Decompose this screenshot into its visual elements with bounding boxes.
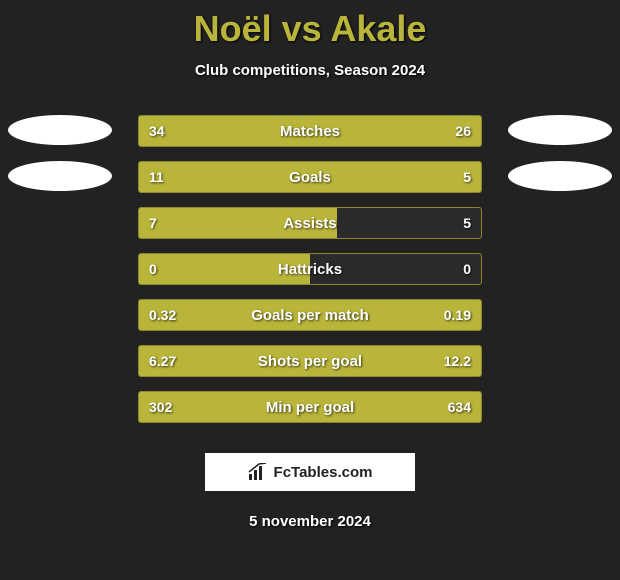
stats-area: 34Matches2611Goals57Assists50Hattricks00… — [0, 115, 620, 423]
stat-label: Shots per goal — [139, 346, 481, 376]
stat-label: Goals per match — [139, 300, 481, 330]
stat-row: 7Assists5 — [138, 207, 482, 239]
player-left-avatars — [8, 115, 112, 191]
watermark: FcTables.com — [205, 453, 415, 491]
stat-row: 0Hattricks0 — [138, 253, 482, 285]
stat-value-right: 26 — [455, 116, 471, 146]
stat-row: 11Goals5 — [138, 161, 482, 193]
comparison-bars: 34Matches2611Goals57Assists50Hattricks00… — [138, 115, 482, 423]
player-avatar-placeholder — [508, 115, 612, 145]
stat-row: 0.32Goals per match0.19 — [138, 299, 482, 331]
stat-value-right: 12.2 — [444, 346, 471, 376]
page-title: Noël vs Akale — [0, 0, 620, 50]
stat-row: 302Min per goal634 — [138, 391, 482, 423]
stat-label: Hattricks — [139, 254, 481, 284]
date-text: 5 november 2024 — [0, 513, 620, 530]
chart-icon — [248, 463, 268, 481]
watermark-text: FcTables.com — [274, 464, 373, 481]
player-avatar-placeholder — [508, 161, 612, 191]
subtitle: Club competitions, Season 2024 — [0, 62, 620, 79]
player-right-avatars — [508, 115, 612, 191]
stat-value-right: 5 — [463, 162, 471, 192]
player-avatar-placeholder — [8, 115, 112, 145]
stat-label: Matches — [139, 116, 481, 146]
stat-value-right: 634 — [448, 392, 471, 422]
player-avatar-placeholder — [8, 161, 112, 191]
stat-label: Assists — [139, 208, 481, 238]
stat-row: 34Matches26 — [138, 115, 482, 147]
stat-label: Goals — [139, 162, 481, 192]
stat-value-right: 5 — [463, 208, 471, 238]
stat-label: Min per goal — [139, 392, 481, 422]
stat-row: 6.27Shots per goal12.2 — [138, 345, 482, 377]
stat-value-right: 0 — [463, 254, 471, 284]
stat-value-right: 0.19 — [444, 300, 471, 330]
